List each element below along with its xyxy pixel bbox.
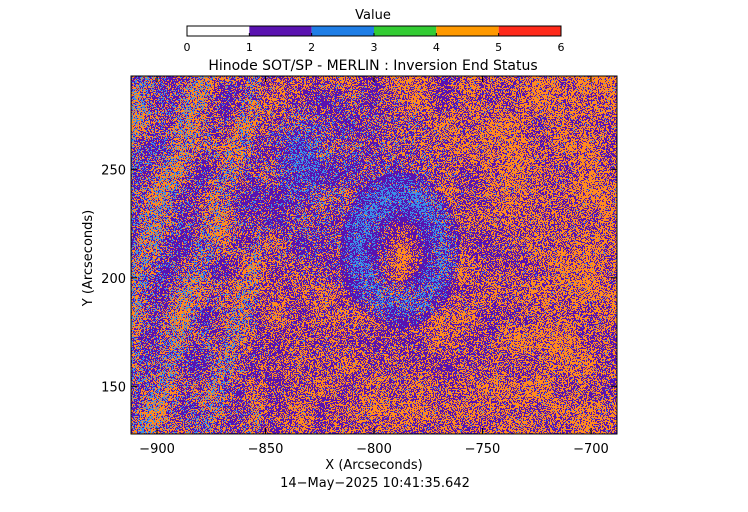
colorbar-segment-5 [498,26,561,36]
heatmap-image [131,76,617,434]
colorbar-tick-label: 4 [433,41,440,54]
colorbar-segment-4 [436,26,499,36]
colorbar-tick-label: 2 [308,41,315,54]
colorbar-segment-3 [374,26,437,36]
y-axis: 150 200 250 [101,163,617,395]
timestamp: 14−May−2025 10:41:35.642 [280,476,470,491]
y-tick-label: 200 [101,272,126,287]
colorbar-segment-2 [311,26,374,36]
x-tick-label: −700 [573,442,609,457]
colorbar-tick-label: 5 [495,41,502,54]
y-tick-label: 250 [101,163,126,178]
colorbar-tick-label: 1 [246,41,253,54]
x-tick-label: −800 [356,442,392,457]
colorbar-ticks: 0 1 2 3 4 5 6 [184,33,565,54]
colorbar [187,26,561,36]
x-tick-label: −900 [139,442,175,457]
x-axis: −900 −850 −800 −750 −700 [139,76,609,457]
colorbar-tick-label: 3 [371,41,378,54]
colorbar-tick-label: 0 [184,41,191,54]
colorbar-title: Value [355,8,391,23]
x-axis-label: X (Arcseconds) [325,458,422,473]
colorbar-segment-0 [187,26,250,36]
x-tick-label: −750 [465,442,501,457]
y-axis-label: Y (Arcseconds) [81,210,96,307]
x-tick-label: −850 [248,442,284,457]
y-tick-label: 150 [101,380,126,395]
colorbar-tick-label: 6 [558,41,565,54]
chart-title: Hinode SOT/SP - MERLIN : Inversion End S… [208,58,537,74]
colorbar-segment-1 [249,26,312,36]
